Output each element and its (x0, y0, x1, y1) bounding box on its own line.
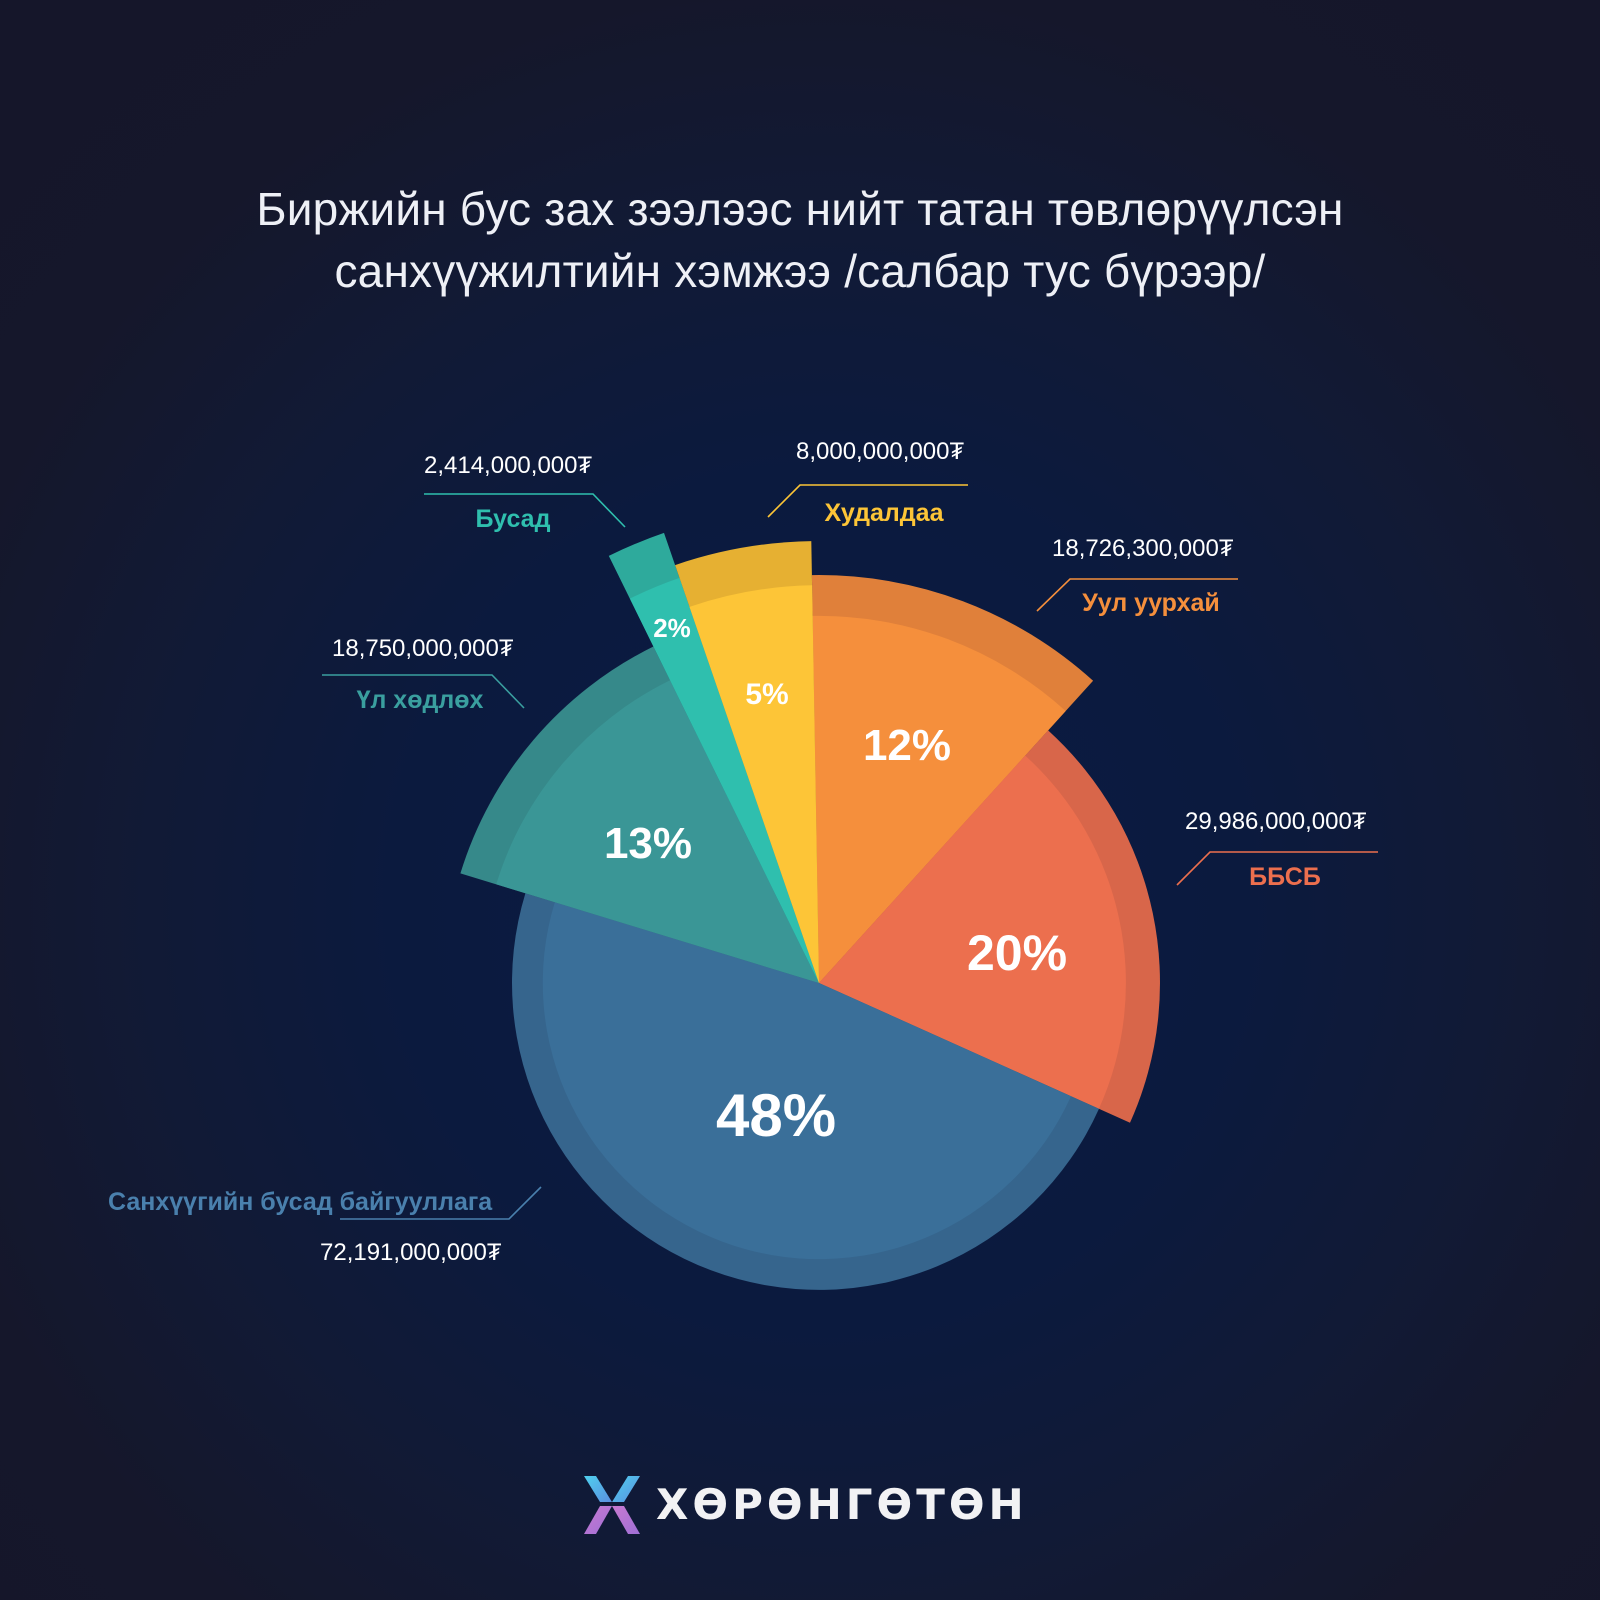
callout-real-estate-value: 18,750,000,000₮ (332, 635, 514, 662)
percent-label-trade: 5% (745, 678, 788, 711)
pie-slice-other-financial (542, 902, 1071, 1260)
callout-mining-value: 18,726,300,000₮ (1052, 535, 1234, 562)
callout-other-financial-value: 72,191,000,000₮ (320, 1239, 502, 1266)
callout-mining: 18,726,300,000₮ Уул уурхай (1036, 535, 1238, 617)
callout-nbfi-value: 29,986,000,000₮ (1185, 808, 1367, 835)
percent-label-mining: 12% (863, 721, 951, 770)
callout-nbfi: 29,986,000,000₮ ББСБ (1176, 808, 1378, 891)
callout-real-estate-leader-line (322, 674, 525, 709)
pie-slice-other (629, 577, 819, 983)
callout-other-value: 2,414,000,000₮ (424, 452, 592, 479)
callout-other-financial-label: Санхүүгийн бусад байгууллага (108, 1188, 493, 1216)
pie-slices (460, 532, 1160, 1290)
brand-logo: ХӨРӨНГӨТӨН (582, 1472, 1028, 1538)
chart-title-line-1: Биржийн бус зах зээлээс нийт татан төвлө… (256, 183, 1344, 235)
callout-trade-value: 8,000,000,000₮ (796, 438, 964, 465)
callout-real-estate: 18,750,000,000₮ Үл хөдлөх (322, 635, 525, 714)
callout-other: 2,414,000,000₮ Бусад (424, 452, 626, 533)
callout-other-financial-leader-line (340, 1186, 542, 1220)
pie-slice-nbfi (819, 755, 1126, 1109)
callout-nbfi-label: ББСБ (1249, 863, 1321, 891)
percent-label-other: 2% (653, 613, 691, 643)
callout-mining-label: Уул уурхай (1082, 589, 1220, 617)
callout-other-leader-line (424, 493, 626, 528)
pie-slice-mining (812, 615, 1066, 983)
pie-slice-real-estate (496, 680, 819, 983)
callout-trade-label: Худалдаа (825, 499, 945, 527)
callout-trade: 8,000,000,000₮ Худалдаа (767, 438, 968, 527)
callout-mining-leader-line (1036, 578, 1238, 612)
callout-trade-leader-line (767, 484, 968, 518)
pie-slice-trade (689, 585, 819, 983)
brand-name: ХӨРӨНГӨТӨН (656, 1480, 1028, 1529)
callout-other-label: Бусад (476, 505, 551, 533)
callout-real-estate-label: Үл хөдлөх (357, 686, 484, 714)
percent-label-nbfi: 20% (967, 925, 1067, 981)
chart-title: Биржийн бус зах зээлээс нийт татан төвлө… (0, 178, 1600, 302)
x-butterfly-logo-icon (584, 1476, 640, 1534)
callout-nbfi-leader-line (1176, 851, 1378, 886)
callout-other-financial: Санхүүгийн бусад байгууллага 72,191,000,… (108, 1186, 542, 1266)
percent-label-other-financial: 48% (716, 1082, 836, 1149)
chart-title-line-2: санхүүжилтийн хэмжээ /салбар тус бүрээр/ (334, 245, 1266, 297)
percent-label-real-estate: 13% (604, 819, 692, 868)
